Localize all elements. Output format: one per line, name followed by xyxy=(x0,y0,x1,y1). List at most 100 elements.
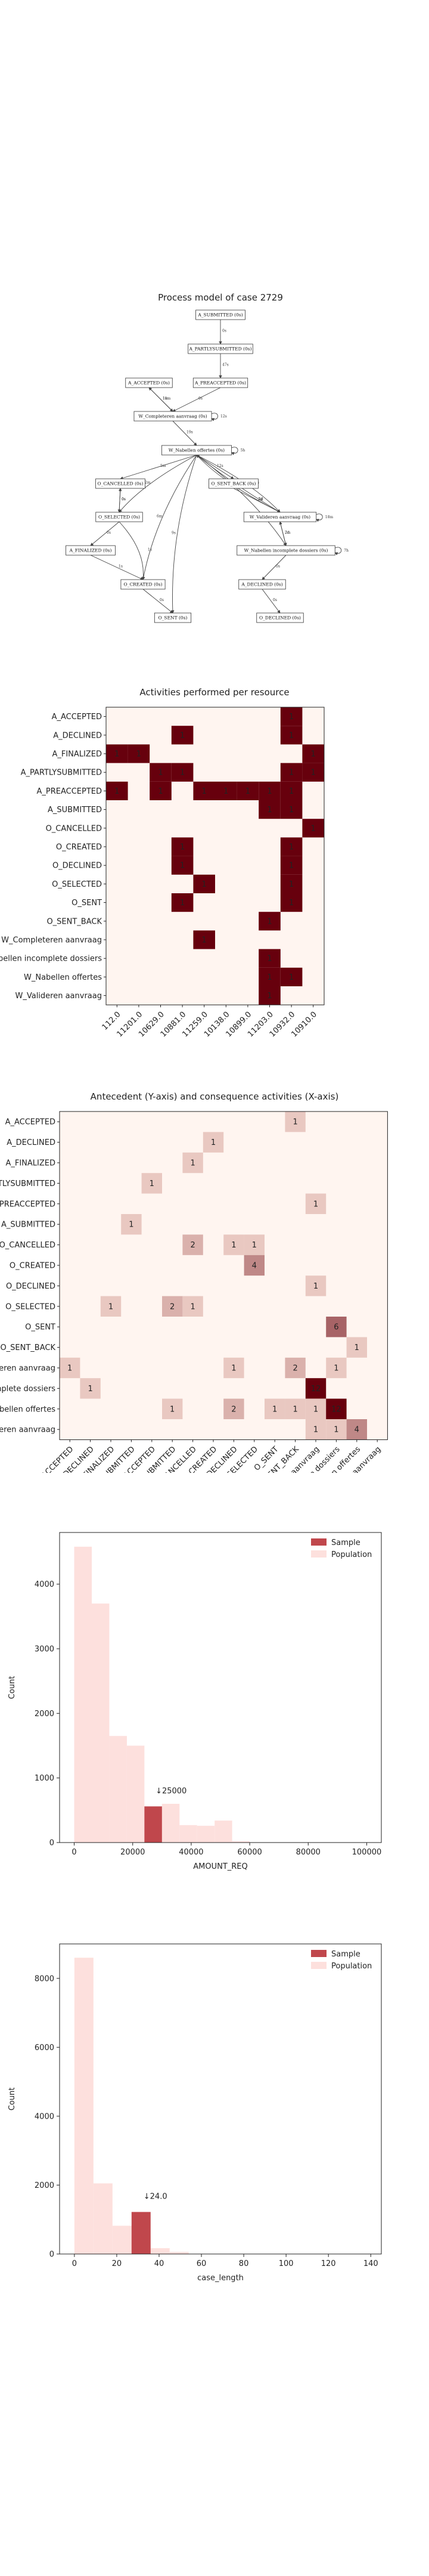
heatmap1-cell-value: 1 xyxy=(180,843,185,852)
heatmap2-cell-value: 1 xyxy=(313,1200,318,1209)
heatmap1-cell xyxy=(193,874,215,893)
heatmap2-cell xyxy=(305,1275,327,1296)
heatmap2-cell-value: 1 xyxy=(170,1405,175,1414)
process-node-box xyxy=(192,377,248,388)
heatmap1-cell xyxy=(259,912,281,931)
heatmap2-cell-value: 1 xyxy=(334,1426,338,1435)
heatmap1-row-label: O_DECLINED xyxy=(52,862,102,871)
amount-hist-bar-population xyxy=(126,1745,145,1843)
heatmap2-cell xyxy=(305,1419,327,1440)
heatmap1-cell xyxy=(215,781,237,800)
process-edge xyxy=(142,454,197,580)
process-edge xyxy=(172,387,221,412)
heatmap1-cell xyxy=(150,763,172,782)
process-edge-label: 0s xyxy=(198,397,203,401)
process-node-box xyxy=(237,545,335,556)
heatmap2-row-label: A_SUBMITTED xyxy=(1,1221,55,1230)
resource-heatmap-panel: Activities performed per resource 1 1 1 1 1 1 1… xyxy=(0,686,429,1067)
process-edge-label: 5h xyxy=(241,448,245,453)
process-edge-label: 0s xyxy=(122,497,126,501)
heatmap2-cell xyxy=(182,1296,203,1317)
process-edge-label: 11m xyxy=(163,397,171,401)
resource-heatmap: Activities performed per resource 1 1 1 1 1 1 1… xyxy=(0,687,325,1039)
heatmap1-cell xyxy=(237,781,259,800)
heatmap2-row-label: W_Completeren aanvraag xyxy=(0,1364,55,1373)
process-node-box xyxy=(66,545,116,556)
heatmap1-row-label: O_CREATED xyxy=(56,843,102,852)
heatmap2-cell xyxy=(223,1357,244,1379)
process-edge xyxy=(196,454,287,546)
amount-hist-bar-population xyxy=(197,1825,215,1843)
heatmap1-cell xyxy=(193,930,215,949)
heatmap1-cell-value: 1 xyxy=(158,787,163,796)
process-edge-label: 2d xyxy=(258,497,263,501)
length-hist-legend-swatch xyxy=(311,1950,327,1957)
case-length-histogram-panel: 0 20 40 60 80 100 120 140 0 2000 4000 6000 8000 case_… xyxy=(0,1926,429,2308)
heatmap2-row-label: O_CANCELLED xyxy=(0,1241,55,1250)
process-edge xyxy=(119,521,145,580)
process-edge xyxy=(315,513,323,522)
amount-hist-ytick-label: 1000 xyxy=(35,1774,54,1783)
process-edge xyxy=(90,521,120,546)
process-node-box xyxy=(95,512,143,522)
heatmap1-cell xyxy=(280,837,303,856)
heatmap1-cell xyxy=(171,837,194,856)
heatmap2-cell xyxy=(285,1357,306,1379)
process-edge-label: 18m xyxy=(325,515,334,519)
heatmap2-cell xyxy=(346,1337,367,1358)
heatmap1-cell xyxy=(259,967,281,986)
heatmap2-cell-value: 1 xyxy=(88,1385,92,1394)
heatmap1-cell-value: 1 xyxy=(267,992,272,1001)
heatmap2-row-label: W_Nabellen incomplete dossiers xyxy=(0,1385,55,1394)
heatmap2-row-label: O_SELECTED xyxy=(5,1302,55,1311)
process-node: O_CREATED (0s) xyxy=(120,579,166,590)
process-node: O_SENT_BACK (0s) xyxy=(209,478,259,489)
length-hist-bar-sample xyxy=(131,2212,151,2254)
process-node-label: O_CREATED (0s) xyxy=(123,582,162,587)
length-hist-ylabel: Count xyxy=(8,2088,17,2111)
process-edge xyxy=(262,555,287,580)
heatmap2-cell xyxy=(141,1173,162,1194)
process-node: W_Nabellen offertes (0s) xyxy=(161,445,232,456)
process-node-box xyxy=(209,478,259,489)
heatmap1-row-label: A_SUBMITTED xyxy=(48,806,102,815)
heatmap1-cell-value: 1 xyxy=(267,787,272,796)
heatmap2-cell-value: 1 xyxy=(150,1179,154,1188)
process-edge xyxy=(171,454,197,614)
heatmap1-cell-value: 1 xyxy=(180,899,185,908)
process-edge xyxy=(120,454,197,480)
heatmap2-cell-value: 1 xyxy=(313,1405,318,1414)
process-edge xyxy=(119,454,197,513)
heatmap1-cell xyxy=(280,800,303,819)
heatmap2-row-label: W_Valideren aanvraag xyxy=(0,1426,55,1435)
heatmap1-cell-value: 1 xyxy=(289,880,294,889)
heatmap2-cell xyxy=(80,1378,101,1399)
heatmap2-cell-value: 1 xyxy=(313,1282,318,1291)
heatmap1-cell xyxy=(171,763,194,782)
amount-hist-xtick-label: 0 xyxy=(72,1848,76,1857)
length-hist-xtick-label: 0 xyxy=(72,2259,77,2268)
heatmap1-cell-value: 1 xyxy=(267,955,272,964)
length-hist-xtick-label: 60 xyxy=(197,2259,207,2268)
heatmap2-cell xyxy=(326,1419,347,1440)
length-hist-xtick-label: 40 xyxy=(154,2259,164,2268)
process-edge-label: 0s xyxy=(273,598,277,602)
heatmap1-cell xyxy=(280,874,303,893)
process-node: O_SELECTED (0s) xyxy=(95,512,143,522)
process-node: A_FINALIZED (0s) xyxy=(66,545,116,556)
heatmap1-row-label: W_Valideren aanvraag xyxy=(15,992,102,1001)
transition-heatmap-panel: Antecedent (Y-axis) and consequence acti… xyxy=(0,1091,429,1540)
length-hist-xtick-label: 120 xyxy=(321,2259,336,2268)
heatmap2-cell xyxy=(346,1419,367,1440)
amount-hist-annotation: ↓25000 xyxy=(156,1787,186,1795)
heatmap2-cell-value: 12 xyxy=(311,1385,321,1394)
process-edge-label: 12s xyxy=(217,464,223,468)
process-node-label: A_ACCEPTED (0s) xyxy=(128,380,170,386)
heatmap1-cell-value: 1 xyxy=(114,750,119,759)
heatmap2-cell-value: 6 xyxy=(334,1323,338,1332)
heatmap1-cell xyxy=(302,763,324,782)
heatmap2-background xyxy=(60,1111,388,1440)
heatmap1-cell xyxy=(302,819,324,838)
length-hist-xtick-label: 80 xyxy=(239,2259,249,2268)
